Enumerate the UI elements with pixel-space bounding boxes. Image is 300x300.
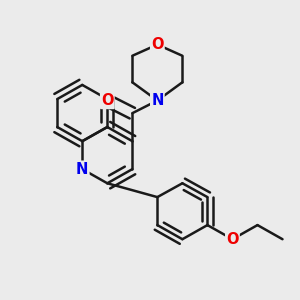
Text: N: N [151,93,164,108]
Text: N: N [76,162,88,177]
Text: O: O [226,232,239,247]
Text: O: O [151,37,164,52]
Text: O: O [101,93,114,108]
